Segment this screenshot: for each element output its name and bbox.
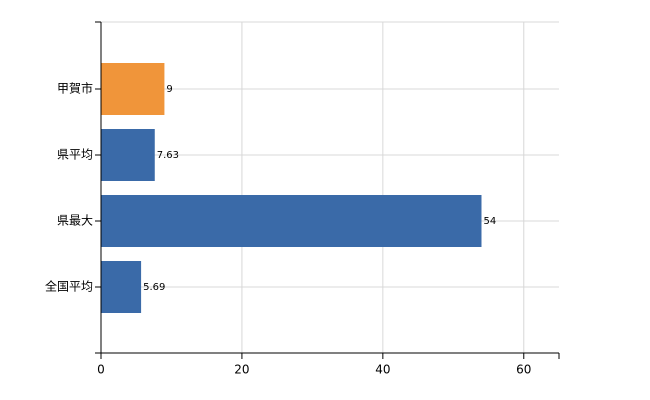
value-label: 54 — [483, 216, 496, 227]
x-tick-label: 40 — [375, 363, 390, 377]
y-tick-label: 県平均 — [57, 148, 93, 162]
y-tick-label: 甲賀市 — [57, 81, 93, 96]
x-tick-label: 60 — [516, 363, 531, 377]
y-tick-label: 県最大 — [57, 214, 93, 228]
bar — [101, 63, 165, 115]
x-tick-label: 20 — [234, 363, 249, 377]
value-label: 7.63 — [157, 150, 179, 161]
y-tick-label: 全国平均 — [45, 279, 93, 294]
bar — [101, 261, 142, 313]
x-tick-label: 0 — [97, 363, 105, 377]
bar — [101, 129, 155, 181]
bar — [101, 195, 482, 247]
value-label: 9 — [166, 84, 172, 95]
value-label: 5.69 — [143, 282, 165, 293]
